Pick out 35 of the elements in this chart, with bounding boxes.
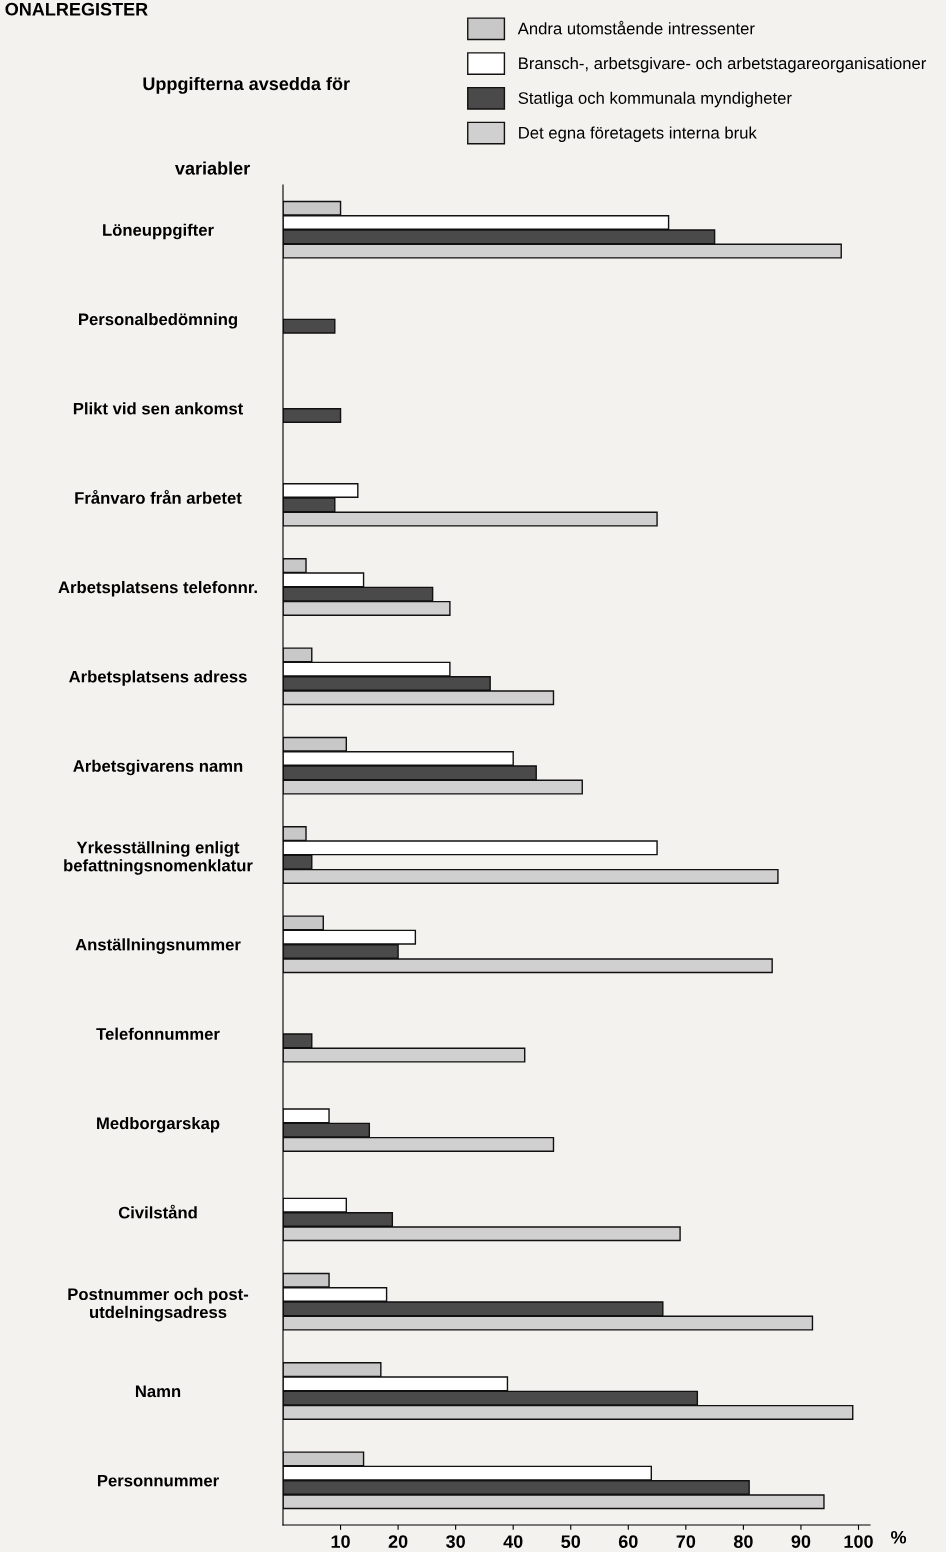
x-tick-label: 90 — [791, 1535, 811, 1548]
x-tick-label: 40 — [503, 1535, 523, 1548]
y-tick-label: Telefonnummer — [96, 1027, 220, 1040]
y-tick-label: Yrkesställning enligt befattningsnomenklatur — [64, 841, 253, 875]
y-tick-label: Anställningsnummer — [75, 938, 241, 954]
y-tick-label: Medborgarskap — [97, 1116, 220, 1133]
x-tick-label: 10 — [331, 1535, 350, 1548]
y-tick-label: Frånvaro från arbetet — [75, 489, 242, 504]
y-tick-label: Civilstånd — [118, 1204, 197, 1219]
x-tick-label: 60 — [618, 1535, 638, 1548]
y-tick-label: Personnummer — [97, 1474, 219, 1487]
legend-label: Bransch-, arbetsgivare- och arbetstagareorganisationer — [519, 56, 927, 73]
y-tick-label: Namn — [135, 1385, 181, 1398]
x-tick-label: 30 — [446, 1535, 465, 1549]
text: ONALREGISTER — [5, 2, 148, 16]
y-tick-label: Arbetsplatsens telefonnr. — [58, 580, 257, 597]
legend-label: Statliga och kommunala myndigheter — [518, 91, 792, 108]
x-tick-label: 80 — [733, 1535, 753, 1548]
y-axis-title: variabler — [174, 161, 250, 175]
y-tick-label: Personalbedömning — [79, 312, 237, 329]
bar — [283, 318, 336, 334]
x-axis-title: % — [890, 1530, 907, 1544]
y-tick-label: Plikt vid sen ankomst — [73, 402, 244, 415]
x-tick-label: 100 — [844, 1535, 873, 1548]
legend-title: Uppgifterna avsedda för — [143, 76, 350, 94]
y-tick-label: Arbetsplatsens adress — [69, 670, 247, 686]
x-tick-label: 70 — [676, 1535, 696, 1548]
bar — [283, 407, 342, 423]
x-tick-label: 50 — [561, 1535, 581, 1548]
legend-label: Det egna företagets interna bruk — [519, 126, 757, 142]
legend-label: Andra utomstående intressenter — [517, 20, 755, 35]
y-tick-label: Postnummer och post- utdelningsadress — [68, 1287, 249, 1322]
y-tick-label: Arbetsgivarens namn — [73, 759, 243, 776]
y-tick-label: Löneuppgifter — [103, 223, 214, 240]
x-tick-label: 20 — [388, 1535, 408, 1548]
